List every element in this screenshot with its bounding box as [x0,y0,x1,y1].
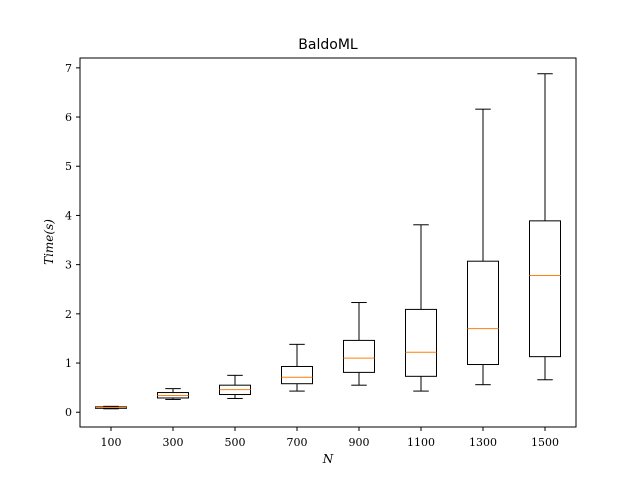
x-tick-label: 100 [101,436,122,449]
x-tick-label: 1300 [469,436,497,449]
plot-area [95,73,561,410]
x-tick-label: 1500 [531,436,559,449]
y-axis-ticks: 0 1 2 3 4 5 6 7 [65,62,80,419]
iqr-box [529,220,561,358]
box-group-1500 [529,73,561,381]
axes-frame [79,57,577,428]
box-group-300 [157,388,189,400]
box-group-1100 [405,224,437,392]
x-tick-label: 700 [287,436,308,449]
y-tick-label: 5 [65,160,72,173]
box-group-900 [343,302,375,386]
box-group-500 [219,374,251,399]
x-axis-label: N [322,452,334,466]
chart-title: BaldoML [298,37,358,53]
iqr-box [405,308,437,377]
iqr-box [467,260,499,366]
box-group-100 [95,405,127,410]
box-group-700 [281,343,313,392]
x-tick-label: 900 [349,436,370,449]
y-axis-label: Time(s) [42,219,56,265]
x-axis-ticks: 100 300 500 700 900 1100 1300 1500 [101,427,559,449]
x-tick-label: 300 [163,436,184,449]
x-tick-label: 500 [225,436,246,449]
y-tick-label: 7 [65,62,72,75]
box-group-1300 [467,108,499,386]
y-tick-label: 3 [65,259,72,272]
y-tick-label: 1 [65,357,72,370]
y-tick-label: 0 [65,406,72,419]
iqr-box [281,365,313,385]
y-tick-label: 6 [65,111,72,124]
y-tick-label: 2 [65,308,72,321]
x-tick-label: 1100 [407,436,435,449]
iqr-box [343,339,375,373]
y-tick-label: 4 [65,209,72,222]
